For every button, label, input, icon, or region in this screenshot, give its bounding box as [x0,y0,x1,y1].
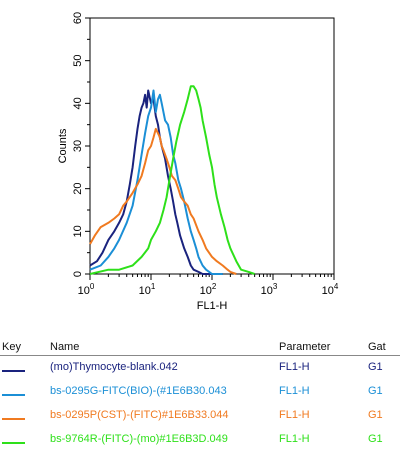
legend-row: bs-9764R-(FITC)-(mo)#1E6B3D.049 FL1-H G1 [0,428,400,452]
legend-header-parameter: Parameter [279,341,331,353]
histogram-chart: 100 101 102 103 104 0 10 20 30 40 50 60 FL1-H Coun… [57,12,339,312]
legend-row: bs-0295G-FITC(BIO)-(#1E6B30.043 FL1-H G1 [0,380,400,404]
legend-series-parameter: FL1-H [279,385,310,397]
legend-key-line [2,442,25,444]
legend-series-gate: G1 [368,385,383,397]
legend-divider [0,355,400,356]
plot-frame [89,17,335,275]
histogram-series-line [89,127,237,275]
legend-header-name: Name [50,341,80,353]
x-tick-label: 101 [139,282,156,297]
y-tick-label: 50 [72,55,84,67]
legend-series-name: (mo)Thymocyte-blank.042 [50,361,178,373]
legend-header: Key Name Parameter Gat [0,337,400,359]
y-tick-label: 40 [72,97,84,109]
legend-row: (mo)Thymocyte-blank.042 FL1-H G1 [0,356,400,380]
x-tick-label: 100 [78,282,95,297]
legend-series-gate: G1 [368,433,383,445]
legend-key-line [2,394,25,396]
legend-row: bs-0295P(CST)-(FITC)#1E6B33.044 FL1-H G1 [0,404,400,428]
x-tick-label: 104 [322,282,339,297]
legend-series-name: bs-9764R-(FITC)-(mo)#1E6B3D.049 [50,433,228,445]
histogram-series-line [89,89,223,275]
y-axis-label: Counts [57,128,69,163]
legend-header-gate: Gat [368,341,386,353]
x-tick-label: 103 [261,282,278,297]
y-tick-label: 10 [72,225,84,237]
legend-series-name: bs-0295G-FITC(BIO)-(#1E6B30.043 [50,385,227,397]
y-tick-label: 20 [72,183,84,195]
x-axis-label: FL1-H [197,300,228,312]
legend-series-gate: G1 [368,361,383,373]
legend-series-name: bs-0295P(CST)-(FITC)#1E6B33.044 [50,409,229,421]
legend-header-key: Key [2,341,21,353]
y-tick-label: 60 [72,12,84,24]
series-lines [89,85,255,275]
legend-series-parameter: FL1-H [279,409,310,421]
legend-series-parameter: FL1-H [279,361,310,373]
y-tick-label: 0 [72,271,84,277]
y-tick-label: 30 [72,140,84,152]
histogram-series-line [89,85,255,275]
x-axis-ticks: 100 101 102 103 104 [78,274,339,297]
legend-series-parameter: FL1-H [279,433,310,445]
legend-key-line [2,418,25,420]
y-axis-ticks: 0 10 20 30 40 50 60 [72,12,90,277]
legend-key-line [2,370,25,372]
legend-series-gate: G1 [368,409,383,421]
x-tick-label: 102 [200,282,217,297]
